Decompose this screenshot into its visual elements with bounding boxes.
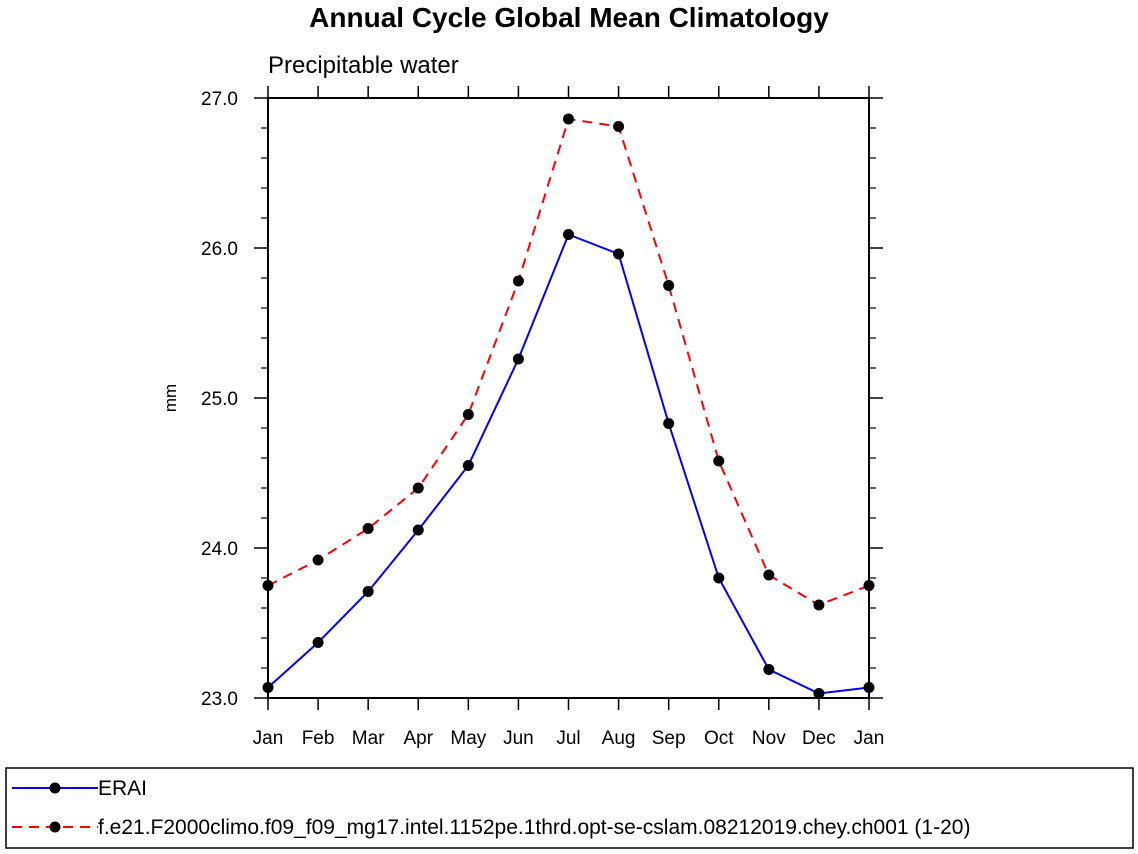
series-point-1 [312,554,324,566]
legend-label-model: f.e21.F2000climo.f09_f09_mg17.intel.1152… [98,816,970,839]
legend-label-erai: ERAI [98,777,147,800]
y-tick-label: 24.0 [201,539,238,560]
legend-marker-erai [49,782,61,794]
x-tick-label: Feb [302,728,335,749]
y-axis-label: mm [161,384,180,412]
x-tick-label: Jan [854,728,885,749]
series-point-0 [613,248,625,260]
series-point-0 [663,418,675,429]
x-tick-label: Mar [352,728,385,749]
series-point-0 [763,664,775,675]
series-point-0 [863,682,875,693]
series-point-1 [512,275,524,287]
x-tick-labels: Jan Feb Mar Apr May Jun Jul Aug Sep Oct Nov Dec Jan [253,728,885,749]
series-point-0 [412,524,424,536]
series-line-1 [267,117,870,607]
axis-ticks [254,86,883,710]
x-tick-label: Apr [403,728,433,749]
series-point-0 [512,353,524,365]
chart-subtitle: Precipitable water [268,52,459,79]
x-tick-label: Dec [802,728,836,749]
series-point-1 [262,580,274,591]
series-point-0 [362,586,374,597]
series-point-0 [813,688,825,699]
series-point-0 [462,460,474,471]
series-point-0 [312,637,324,648]
series-point-0 [563,229,574,240]
x-tick-label: Sep [652,728,686,749]
x-tick-label: Jan [253,728,284,749]
series-point-1 [563,113,574,125]
legend: ERAI f.e21.F2000climo.f09_f09_mg17.intel… [5,767,1134,849]
x-tick-label: Aug [602,728,636,749]
y-tick-label: 26.0 [201,239,238,260]
x-tick-label: Jul [556,728,580,749]
series-point-1 [713,455,725,467]
y-tick-label: 25.0 [201,389,238,410]
plot-frame [267,97,870,699]
series-point-1 [763,569,775,581]
y-tick-label: 27.0 [201,89,238,110]
series-layer [262,113,875,699]
x-tick-label: Jun [503,728,534,749]
x-tick-label: May [450,728,486,749]
series-point-1 [613,121,625,132]
series-point-1 [362,523,374,534]
x-tick-label: Oct [704,728,734,749]
series-line-0 [267,233,870,695]
chart-title: Annual Cycle Global Mean Climatology [309,2,829,33]
series-point-0 [713,572,725,584]
series-point-1 [663,280,675,291]
y-tick-labels: 23.0 24.0 25.0 26.0 27.0 [201,89,238,710]
series-point-0 [262,682,274,693]
x-tick-label: Nov [752,728,786,749]
series-point-1 [412,482,424,494]
y-tick-label: 23.0 [201,689,238,710]
legend-marker-model [49,821,61,833]
series-point-1 [462,409,474,420]
legend-box [5,767,1134,849]
series-point-1 [813,599,825,611]
series-point-1 [863,580,875,591]
